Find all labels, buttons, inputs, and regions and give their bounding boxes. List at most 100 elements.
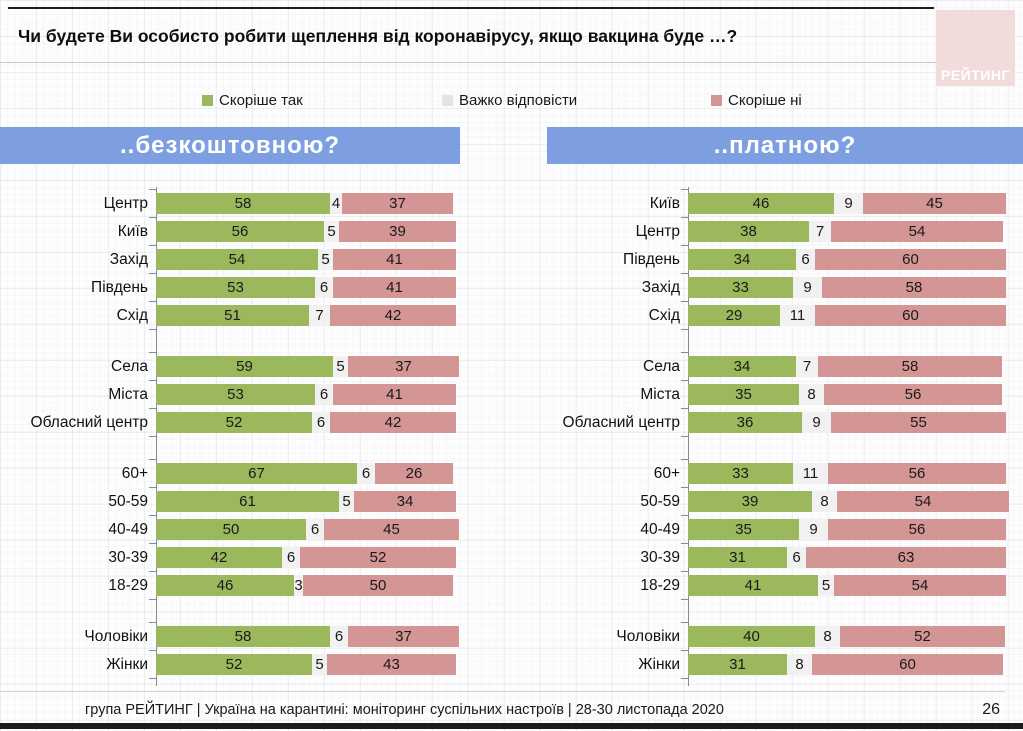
- category-label: Центр: [635, 222, 680, 240]
- title-divider: [0, 62, 936, 63]
- chart-row: Чоловіки 58 6 37: [0, 622, 460, 647]
- bar-segment-no: 58: [818, 356, 1002, 377]
- bar-segment-dk: 8: [787, 654, 812, 675]
- stacked-bar: 34 7 58: [688, 356, 1002, 377]
- bar-segment-dk: 8: [799, 384, 824, 405]
- legend-swatch-yes-icon: [202, 95, 213, 106]
- chart-row: Обласний центр 36 9 55: [545, 408, 1023, 437]
- legend-swatch-dk-icon: [442, 95, 453, 106]
- group-gap: [0, 603, 460, 626]
- stacked-bar: 34 6 60: [688, 249, 1006, 270]
- bar-segment-no: 39: [339, 221, 456, 242]
- bar-segment-yes: 34: [688, 249, 796, 270]
- bar-segment-yes: 38: [688, 221, 809, 242]
- bar-segment-no: 37: [348, 356, 459, 377]
- stacked-bar: 58 4 37: [156, 193, 453, 214]
- category-label: Чоловіки: [84, 627, 148, 645]
- rating-logo-text: РЕЙТИНГ: [941, 67, 1010, 83]
- stacked-bar: 53 6 41: [156, 277, 456, 298]
- stacked-bar: 36 9 55: [688, 412, 1006, 433]
- bar-segment-yes: 39: [688, 491, 812, 512]
- bar-segment-no: 54: [834, 575, 1006, 596]
- bar-segment-yes: 46: [156, 575, 294, 596]
- bar-segment-yes: 61: [156, 491, 339, 512]
- category-label: 60+: [653, 464, 680, 482]
- category-label: 30-39: [640, 548, 680, 566]
- stacked-bar: 39 8 54: [688, 491, 1009, 512]
- category-label: 30-39: [108, 548, 148, 566]
- bar-segment-yes: 35: [688, 384, 799, 405]
- category-label: Обласний центр: [562, 413, 680, 431]
- group-gap: [0, 333, 460, 356]
- category-label: Чоловіки: [616, 627, 680, 645]
- bar-segment-dk: 6: [357, 463, 375, 484]
- bar-segment-yes: 58: [156, 626, 330, 647]
- chart-row: Захід 54 5 41: [0, 245, 460, 270]
- category-label: Жінки: [638, 655, 680, 673]
- bar-segment-no: 56: [828, 519, 1006, 540]
- category-label: 18-29: [108, 576, 148, 594]
- chart-row: Схід 51 7 42: [0, 301, 460, 330]
- bar-segment-yes: 41: [688, 575, 818, 596]
- chart-row: Центр 38 7 54: [545, 217, 1023, 242]
- category-label: 40-49: [108, 520, 148, 538]
- bar-segment-no: 60: [812, 654, 1003, 675]
- stacked-bar: 33 9 58: [688, 277, 1006, 298]
- chart-row: Села 34 7 58: [545, 352, 1023, 377]
- stacked-bar: 35 9 56: [688, 519, 1006, 540]
- chart-row: Центр 58 4 37: [0, 189, 460, 214]
- bottom-bar: [0, 723, 1023, 729]
- bar-segment-yes: 53: [156, 384, 315, 405]
- legend-label-dk: Важко відповісти: [459, 92, 578, 109]
- chart-row: Південь 53 6 41: [0, 273, 460, 298]
- chart-row: Міста 53 6 41: [0, 380, 460, 405]
- stacked-bar: 31 8 60: [688, 654, 1003, 675]
- stacked-bar: 38 7 54: [688, 221, 1003, 242]
- bar-segment-no: 54: [831, 221, 1003, 242]
- bar-segment-no: 52: [840, 626, 1005, 647]
- bar-segment-yes: 40: [688, 626, 815, 647]
- chart-row: 40-49 35 9 56: [545, 515, 1023, 540]
- bar-segment-dk: 8: [812, 491, 837, 512]
- page-title: Чи будете Ви особисто робити щеплення ві…: [18, 26, 738, 46]
- bar-segment-no: 45: [324, 519, 459, 540]
- chart-row: Обласний центр 52 6 42: [0, 408, 460, 437]
- stacked-bar: 54 5 41: [156, 249, 456, 270]
- bar-segment-dk: 6: [787, 547, 806, 568]
- chart-row: 18-29 41 5 54: [545, 571, 1023, 600]
- group-gap: [545, 603, 1023, 626]
- chart-row: 30-39 31 6 63: [545, 543, 1023, 568]
- bar-segment-dk: 5: [333, 356, 348, 377]
- bar-segment-no: 43: [327, 654, 456, 675]
- bar-segment-yes: 53: [156, 277, 315, 298]
- stacked-bar: 56 5 39: [156, 221, 456, 242]
- legend-swatch-no-icon: [711, 95, 722, 106]
- bar-segment-dk: 5: [339, 491, 354, 512]
- bar-segment-dk: 9: [793, 277, 822, 298]
- category-label: Південь: [623, 250, 680, 268]
- chart-rows-paid: Київ 46 9 45 Центр 38 7 54 Південь 34 6 60 Захід 33 9 5…: [545, 187, 1023, 686]
- legend-item-no: Скоріше ні: [711, 92, 802, 109]
- bar-segment-no: 42: [330, 412, 456, 433]
- stacked-bar: 35 8 56: [688, 384, 1002, 405]
- stacked-bar: 51 7 42: [156, 305, 456, 326]
- group-gap: [0, 440, 460, 463]
- bar-segment-yes: 51: [156, 305, 309, 326]
- bar-segment-dk: 6: [315, 277, 333, 298]
- category-label: Міста: [640, 385, 680, 403]
- category-label: Київ: [117, 222, 148, 240]
- bar-segment-dk: 5: [818, 575, 834, 596]
- chart-row: 40-49 50 6 45: [0, 515, 460, 540]
- stacked-bar: 59 5 37: [156, 356, 459, 377]
- bar-segment-dk: 11: [793, 463, 828, 484]
- bar-segment-no: 50: [303, 575, 453, 596]
- stacked-bar: 46 3 50: [156, 575, 453, 596]
- panel-header-paid: ..платною?: [547, 127, 1023, 164]
- bar-segment-yes: 33: [688, 463, 793, 484]
- bar-segment-yes: 46: [688, 193, 834, 214]
- category-label: 40-49: [640, 520, 680, 538]
- bar-segment-no: 58: [822, 277, 1006, 298]
- bar-segment-yes: 59: [156, 356, 333, 377]
- bar-segment-dk: 6: [312, 412, 330, 433]
- category-label: Села: [111, 357, 148, 375]
